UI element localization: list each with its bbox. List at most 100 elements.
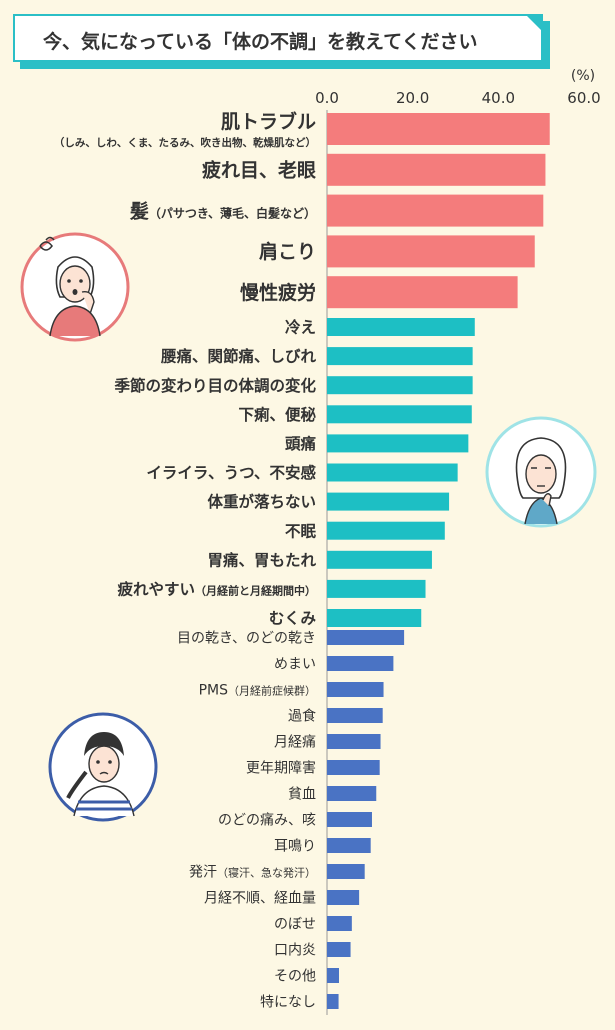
bar	[327, 890, 360, 905]
category-label-main: 頭痛	[285, 434, 317, 453]
category-label: 体重が落ちない	[207, 492, 316, 511]
category-label: むくみ	[269, 610, 317, 628]
category-label: 不眠	[285, 522, 317, 540]
bar	[327, 463, 458, 482]
category-label-main: 肩こり	[259, 240, 316, 263]
bar	[327, 708, 383, 723]
category-label-main: 発汗	[189, 865, 217, 881]
bar	[327, 916, 352, 931]
x-tick-label: 20.0	[396, 89, 429, 107]
bar	[327, 405, 472, 424]
category-sublabel: （寝汗、急な発汗）	[217, 866, 316, 880]
bar	[327, 630, 405, 645]
bar	[327, 864, 365, 879]
category-label: 月経不順、経血量	[204, 891, 316, 907]
category-label-main: イライラ、うつ、不安感	[146, 463, 316, 482]
category-label-main: 胃痛、胃もたれ	[207, 550, 316, 569]
category-label-main: 耳鳴り	[274, 839, 316, 855]
category-label-main: 疲れ目、老眼	[202, 159, 316, 182]
bar	[327, 434, 469, 453]
category-label-main: 慢性疲労	[240, 281, 316, 304]
category-sublabel: （月経前と月経期間中）	[195, 583, 316, 597]
bar	[327, 786, 377, 801]
category-label-main: のぼせ	[274, 917, 316, 933]
troubled-woman-icon	[20, 232, 130, 342]
category-label-main: 目の乾き、のどの乾き	[177, 631, 316, 647]
category-label-main: 月経不順、経血量	[204, 891, 316, 907]
category-label-main: むくみ	[269, 610, 317, 628]
category-label-main: 特になし	[260, 995, 316, 1011]
bar	[327, 550, 432, 569]
category-label: 貧血	[288, 787, 316, 803]
title-box: 今、気になっている「体の不調」を教えてください	[13, 14, 543, 62]
category-label-main: めまい	[274, 657, 316, 673]
category-label-main: 腰痛、関節痛、しびれ	[160, 347, 317, 366]
bar	[327, 235, 535, 268]
category-label: 疲れやすい（月経前と月経期間中）	[117, 579, 316, 598]
category-label-main: のどの痛み、咳	[218, 812, 316, 829]
category-label-main: 口内炎	[274, 943, 316, 959]
bar	[327, 318, 475, 336]
unit-label: (%)	[571, 68, 595, 84]
category-label: 目の乾き、のどの乾き	[177, 631, 316, 647]
category-label-main: 冷え	[285, 318, 316, 337]
bar	[327, 579, 426, 598]
bar	[327, 656, 394, 671]
category-label: 過食	[288, 708, 316, 725]
category-label: のぼせ	[274, 917, 316, 933]
bar	[327, 492, 450, 511]
category-label: のどの痛み、咳	[218, 812, 316, 829]
bar	[327, 968, 339, 983]
bar	[327, 521, 445, 540]
category-sublabel: （パサつき、薄毛、白髪など）	[149, 205, 316, 220]
category-label-main: 疲れやすい	[117, 579, 195, 598]
category-label-main: 体重が落ちない	[207, 492, 316, 511]
category-label: 耳鳴り	[274, 839, 316, 855]
category-label: 髪（パサつき、薄毛、白髪など）	[129, 200, 316, 222]
category-label-main: 過食	[288, 708, 316, 725]
category-label: 疲れ目、老眼	[202, 159, 316, 182]
bar	[327, 276, 518, 309]
category-label-main: その他	[274, 969, 316, 985]
category-label-main: 下痢、便秘	[238, 405, 316, 424]
category-label: 下痢、便秘	[238, 405, 316, 424]
category-label: 発汗（寝汗、急な発汗）	[189, 865, 316, 881]
x-tick-label: 40.0	[482, 89, 515, 107]
bar	[327, 838, 371, 853]
category-label: その他	[274, 969, 316, 985]
category-label: 季節の変わり目の体調の変化	[113, 376, 316, 395]
x-tick-label: 60.0	[567, 89, 600, 107]
x-tick-label: 0.0	[315, 89, 339, 107]
bar	[327, 153, 546, 186]
thinking-woman-icon	[485, 416, 597, 528]
bar	[327, 347, 473, 366]
category-label: 冷え	[285, 318, 316, 337]
worried-woman-icon	[48, 712, 158, 822]
category-label-main: 更年期障害	[246, 761, 316, 777]
category-label: 月経痛	[274, 734, 316, 751]
bar	[327, 113, 550, 145]
category-label: 胃痛、胃もたれ	[207, 550, 316, 569]
bar	[327, 812, 372, 827]
category-label: 肩こり	[259, 240, 316, 263]
category-label: めまい	[274, 657, 316, 673]
category-label: 肌トラブル	[221, 110, 316, 133]
category-sublabel: （しみ、しわ、くま、たるみ、吹き出物、乾燥肌など）	[54, 136, 316, 149]
bar	[327, 609, 422, 627]
category-label: 頭痛	[285, 434, 317, 453]
category-label-main: 季節の変わり目の体調の変化	[113, 376, 316, 395]
bar	[327, 760, 380, 775]
bar	[327, 194, 544, 227]
bar	[327, 734, 381, 749]
category-label: 更年期障害	[246, 761, 316, 777]
category-label: 口内炎	[274, 943, 316, 959]
category-label: 腰痛、関節痛、しびれ	[160, 347, 317, 366]
category-sublabel: （月経前症候群）	[228, 684, 316, 698]
category-label: 慢性疲労	[240, 281, 316, 304]
category-label: 特になし	[260, 995, 316, 1011]
title-corner	[525, 14, 543, 32]
bar	[327, 994, 339, 1009]
category-label: PMS（月経前症候群）	[199, 683, 316, 699]
bar	[327, 682, 384, 697]
